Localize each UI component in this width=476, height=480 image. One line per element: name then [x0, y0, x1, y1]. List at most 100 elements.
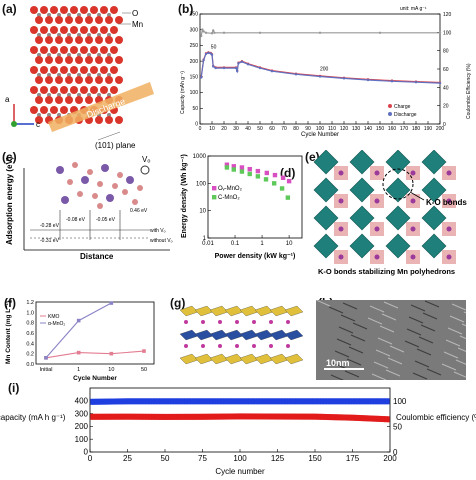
legend-o-label: O: [132, 9, 138, 18]
data-point: [130, 398, 134, 405]
data-point: [137, 413, 140, 420]
mn-atom: [97, 53, 101, 57]
y-tick-label: 250: [190, 43, 199, 49]
data-point: [279, 398, 282, 405]
data-point: [196, 413, 200, 420]
data-point: [118, 398, 122, 405]
data-point: [354, 414, 357, 421]
data-point: [324, 413, 328, 420]
mn-atom: [57, 113, 61, 117]
interlayer-molecule: [184, 320, 188, 324]
data-point: [185, 413, 189, 420]
data-point: [293, 413, 296, 420]
data-point: [345, 398, 348, 405]
data-point: [106, 398, 110, 405]
data-point: [307, 398, 310, 405]
o-atom: [75, 56, 83, 64]
data-point: [213, 31, 216, 34]
data-point: [176, 413, 179, 420]
data-point: [235, 413, 239, 420]
layer-polyhedron: [254, 305, 274, 317]
o-atom: [70, 46, 78, 54]
x-tick-label: 50: [257, 126, 263, 132]
o-atom: [80, 6, 88, 14]
data-point: [142, 349, 146, 353]
data-point: [210, 413, 214, 420]
data-point: [238, 413, 242, 420]
data-point: [245, 398, 248, 405]
data-point: [108, 398, 111, 405]
data-point: [214, 66, 217, 70]
o-atom: [50, 66, 58, 74]
data-point: [255, 398, 259, 405]
y-tick-label: 400: [75, 396, 89, 405]
data-point: [198, 413, 201, 420]
data-point: [94, 413, 98, 420]
data-point: [151, 413, 154, 420]
data-point: [363, 415, 367, 422]
cluster-atom: [72, 162, 78, 168]
o-atom: [90, 26, 98, 34]
o-atom: [60, 6, 68, 14]
x-tick-label: 110: [328, 126, 336, 132]
interlayer-molecule: [201, 344, 205, 348]
o-atom: [35, 36, 43, 44]
o-atom: [75, 76, 83, 84]
data-point: [232, 398, 235, 405]
data-point: [384, 398, 387, 405]
data-point: [293, 398, 296, 405]
x-tick-label: Initial: [40, 367, 53, 373]
data-point: [230, 398, 234, 405]
data-point: [263, 177, 269, 182]
mn-octahedron: [349, 233, 375, 259]
data-point: [218, 398, 221, 405]
k-atom: [410, 226, 416, 232]
data-point: [173, 398, 176, 405]
y2-tick-label: 80: [443, 49, 449, 55]
data-point: [313, 413, 317, 420]
y2-tick-label: 100: [443, 30, 452, 36]
data-point: [231, 164, 236, 169]
data-point: [114, 398, 117, 405]
data-point: [126, 398, 129, 405]
data-point: [290, 398, 293, 405]
data-point: [385, 398, 389, 405]
data-point: [184, 398, 187, 405]
x-tick-label: 50: [141, 367, 147, 373]
k-atom: [338, 226, 344, 232]
lattice-fringe: [348, 346, 364, 354]
legend-label: Charge: [394, 104, 411, 110]
data-point: [318, 31, 322, 34]
data-point: [236, 70, 239, 73]
data-point: [174, 413, 178, 420]
cluster-atom: [132, 199, 138, 205]
data-point: [384, 416, 387, 423]
data-point: [260, 398, 264, 405]
data-point: [277, 398, 281, 405]
y-tick-label: 0.8: [26, 321, 34, 327]
x-tick-label: 125: [271, 454, 285, 463]
data-point: [168, 413, 171, 420]
data-point: [91, 398, 95, 405]
data-point: [171, 398, 175, 405]
data-point: [343, 414, 346, 421]
o-atom: [30, 66, 38, 74]
mn-atom: [57, 33, 61, 37]
o-atom: [95, 76, 103, 84]
y-tick-label: 1000: [193, 154, 207, 160]
data-point: [127, 413, 131, 420]
data-point: [334, 414, 337, 421]
panel-g-figure: [179, 305, 304, 365]
lattice-fringe: [406, 328, 422, 336]
data-point: [279, 186, 285, 191]
data-point: [330, 398, 334, 405]
data-point: [130, 413, 134, 420]
x-tick-label: 10: [209, 126, 215, 132]
data-point: [44, 356, 48, 360]
data-point: [255, 168, 261, 174]
data-point: [376, 415, 379, 422]
data-point: [141, 413, 145, 420]
mn-atom: [77, 73, 81, 77]
data-point: [365, 398, 368, 405]
data-point: [323, 398, 326, 405]
